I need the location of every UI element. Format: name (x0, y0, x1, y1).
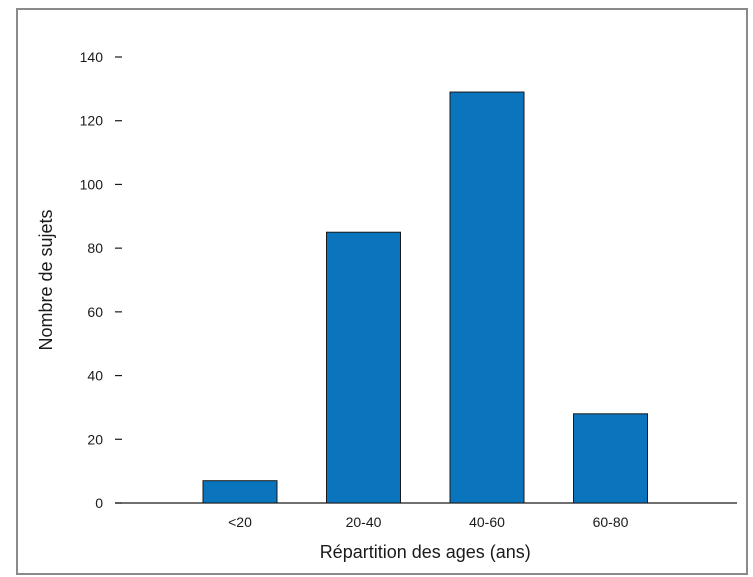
x-tick-labels: <20 20-40 40-60 60-80 (228, 514, 628, 530)
y-axis: 0 20 40 60 80 100 120 140 (80, 49, 122, 511)
y-tick-label: 0 (95, 495, 103, 511)
x-tick-label: <20 (228, 514, 252, 530)
y-tick-label: 20 (87, 431, 103, 447)
y-tick-label: 120 (80, 113, 104, 129)
y-tick-label: 140 (80, 49, 104, 65)
bar-2 (326, 231, 401, 504)
x-tick-label: 40-60 (469, 514, 505, 530)
y-axis-title: Nombre de sujets (36, 209, 56, 350)
x-axis-title: Répartition des ages (ans) (320, 542, 531, 562)
bar-3 (449, 91, 525, 504)
x-tick-label: 60-80 (593, 514, 629, 530)
bars (202, 91, 648, 504)
x-tick-label: 20-40 (346, 514, 382, 530)
y-tick-label: 40 (87, 368, 103, 384)
y-tick-label: 60 (87, 304, 103, 320)
bar-4 (573, 413, 648, 504)
y-tick-label: 100 (80, 176, 104, 192)
y-tick-label: 80 (87, 240, 103, 256)
bar-1 (202, 480, 278, 504)
